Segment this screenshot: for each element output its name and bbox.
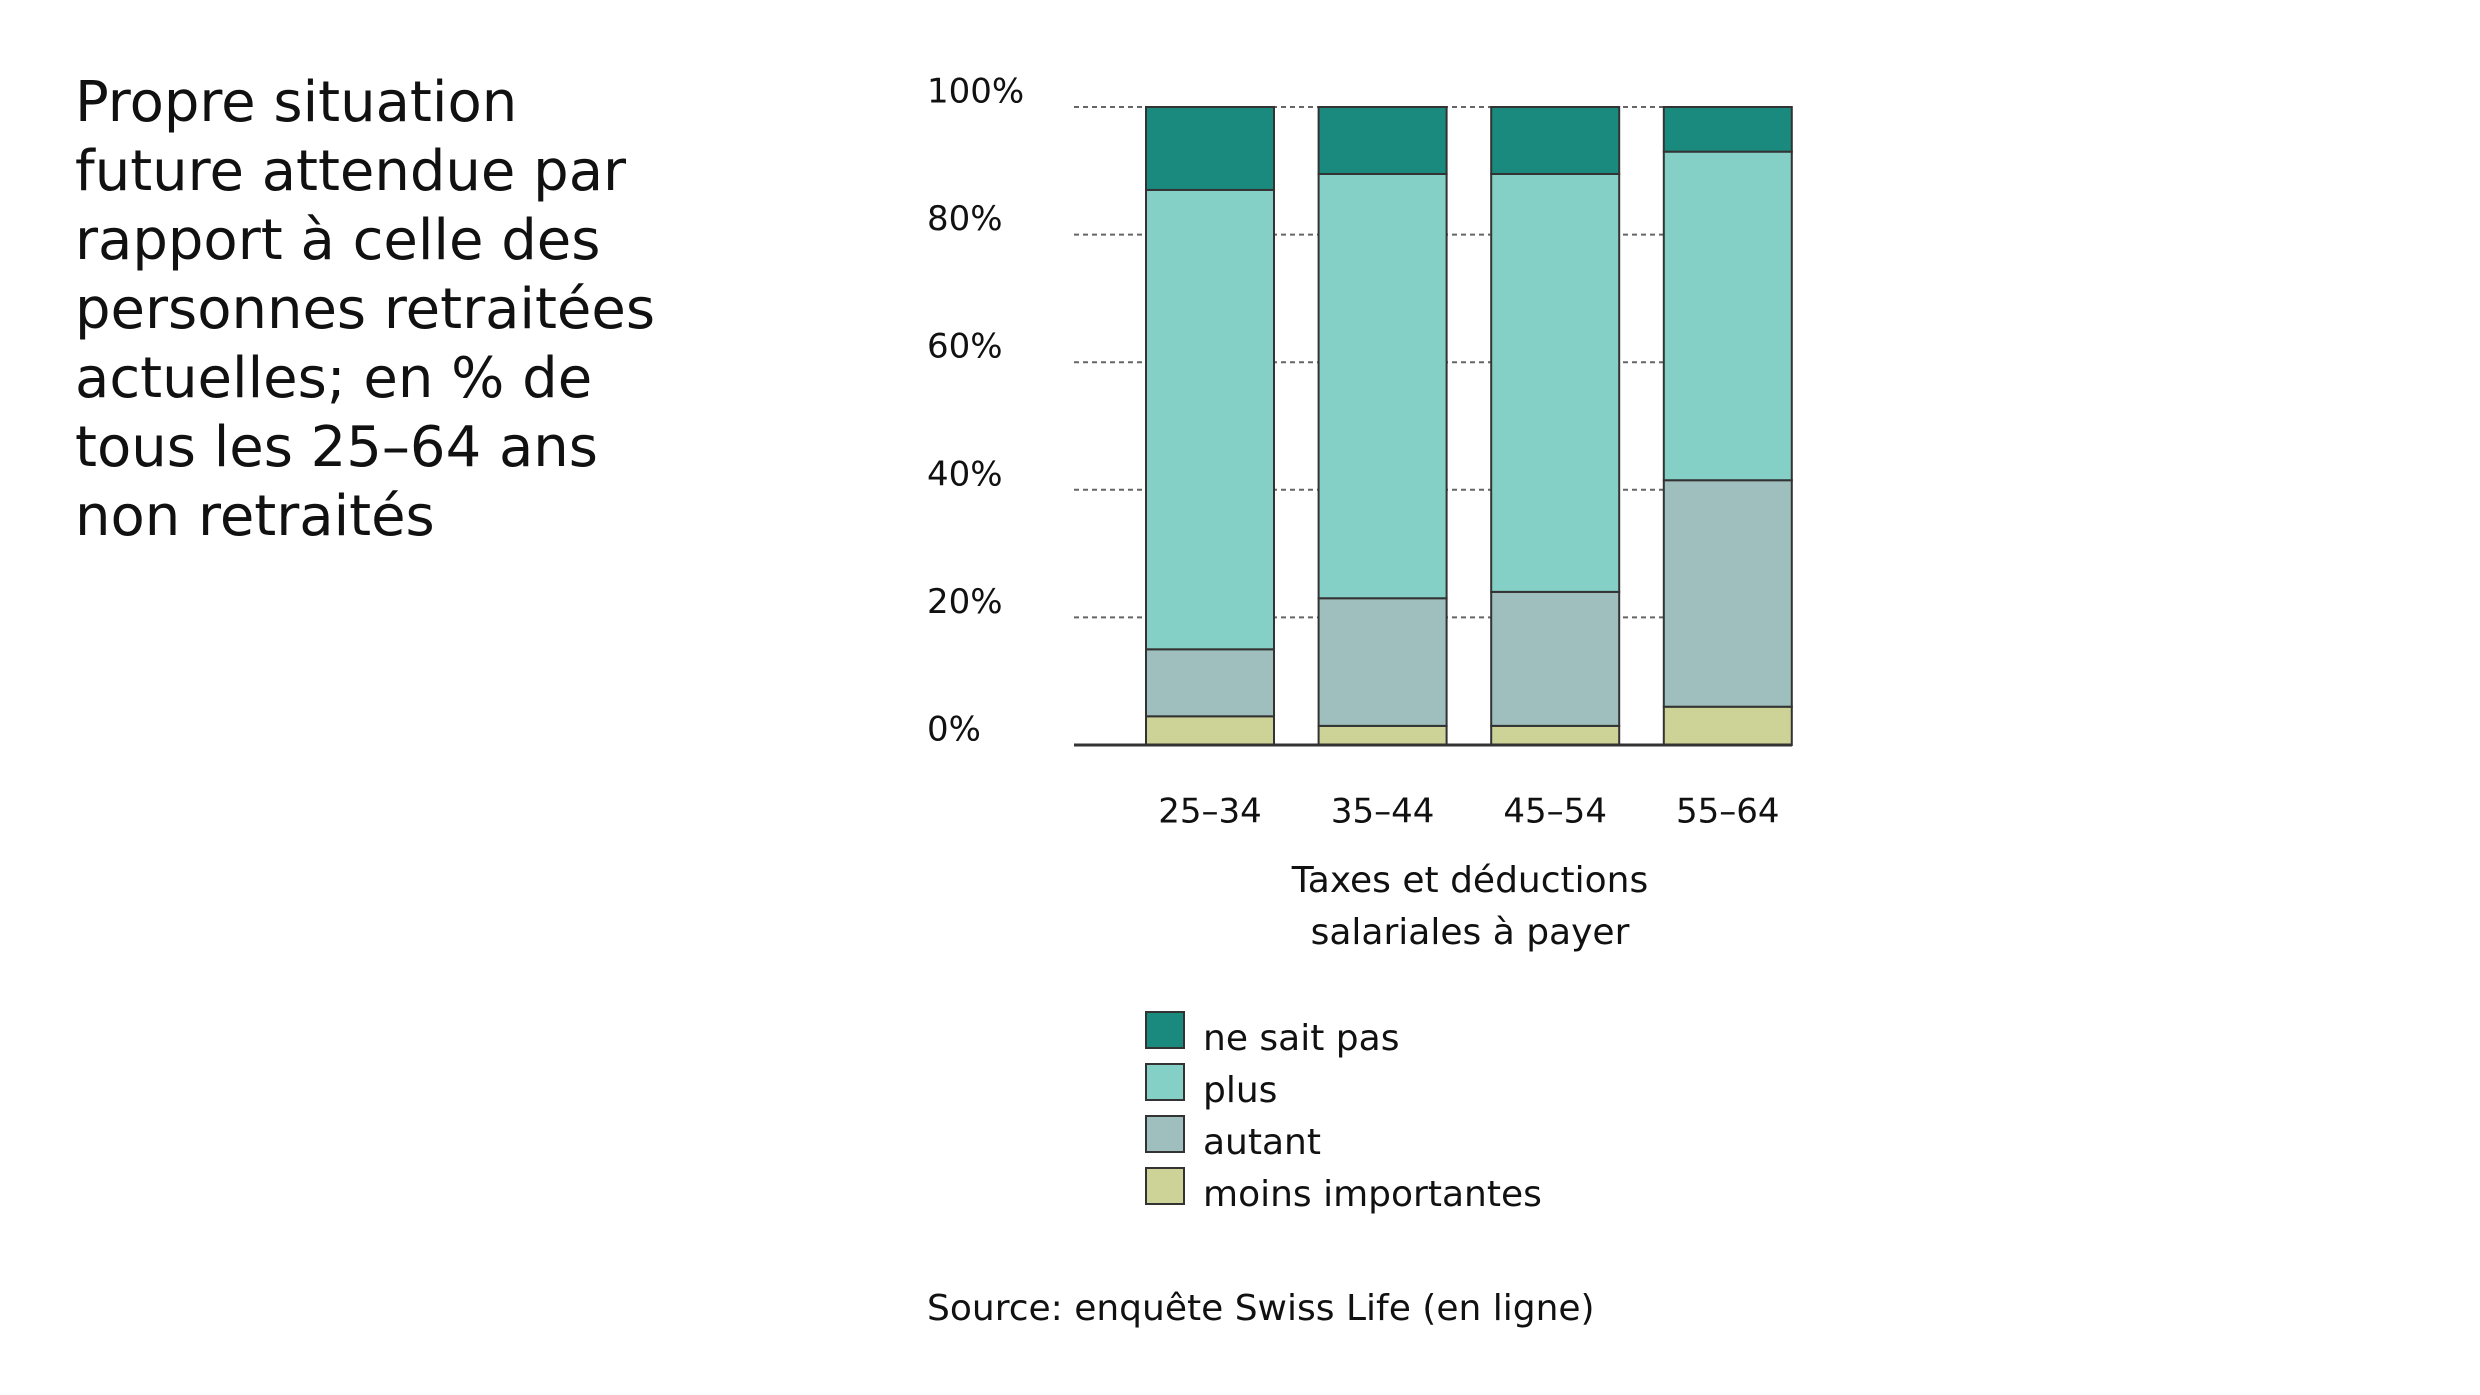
bar-segment (1145, 715, 1275, 746)
legend-label: autant (1203, 1122, 1321, 1163)
x-axis-title: Taxes et déductions salariales à payer (1291, 860, 1649, 953)
x-tick-label: 35–44 (1331, 792, 1435, 832)
x-tick-label: 45–54 (1503, 792, 1607, 832)
legend-swatch (1145, 1063, 1185, 1101)
bar-segment (1490, 724, 1621, 746)
legend-label: plus (1203, 1070, 1277, 1111)
legend-label: moins importantes (1203, 1174, 1542, 1215)
bar-segment (1317, 172, 1448, 600)
bar-segment (1145, 188, 1275, 651)
legend-label: ne sait pas (1203, 1018, 1399, 1059)
y-tick-label: 80% (927, 199, 1003, 239)
legend-swatch (1145, 1115, 1185, 1153)
x-tick-label: 55–64 (1676, 792, 1780, 832)
source: Source: enquête Swiss Life (en ligne) (927, 1288, 1595, 1329)
bar-segment (1317, 724, 1448, 746)
chart-title: Propre situation future attendue par rap… (75, 70, 656, 549)
y-tick-label: 100% (927, 72, 1024, 112)
y-tick-label: 20% (927, 582, 1003, 622)
bar-segment (1662, 705, 1793, 746)
bar-segment (1662, 106, 1793, 153)
y-tick-label: 40% (927, 454, 1003, 494)
bar-segment (1145, 106, 1275, 191)
bar-segment (1490, 172, 1621, 593)
y-tick-label: 0% (927, 710, 981, 750)
x-tick-label: 25–34 (1158, 792, 1262, 832)
bar-segment (1317, 106, 1448, 175)
bar-segment (1145, 648, 1275, 718)
bar-segment (1490, 106, 1621, 175)
legend-swatch (1145, 1011, 1185, 1049)
bar-segment (1662, 150, 1793, 482)
bar-segment (1662, 479, 1793, 708)
bar-segment (1490, 590, 1621, 727)
y-tick-label: 60% (927, 327, 1003, 367)
legend-swatch (1145, 1167, 1185, 1205)
bar-segment (1317, 597, 1448, 727)
